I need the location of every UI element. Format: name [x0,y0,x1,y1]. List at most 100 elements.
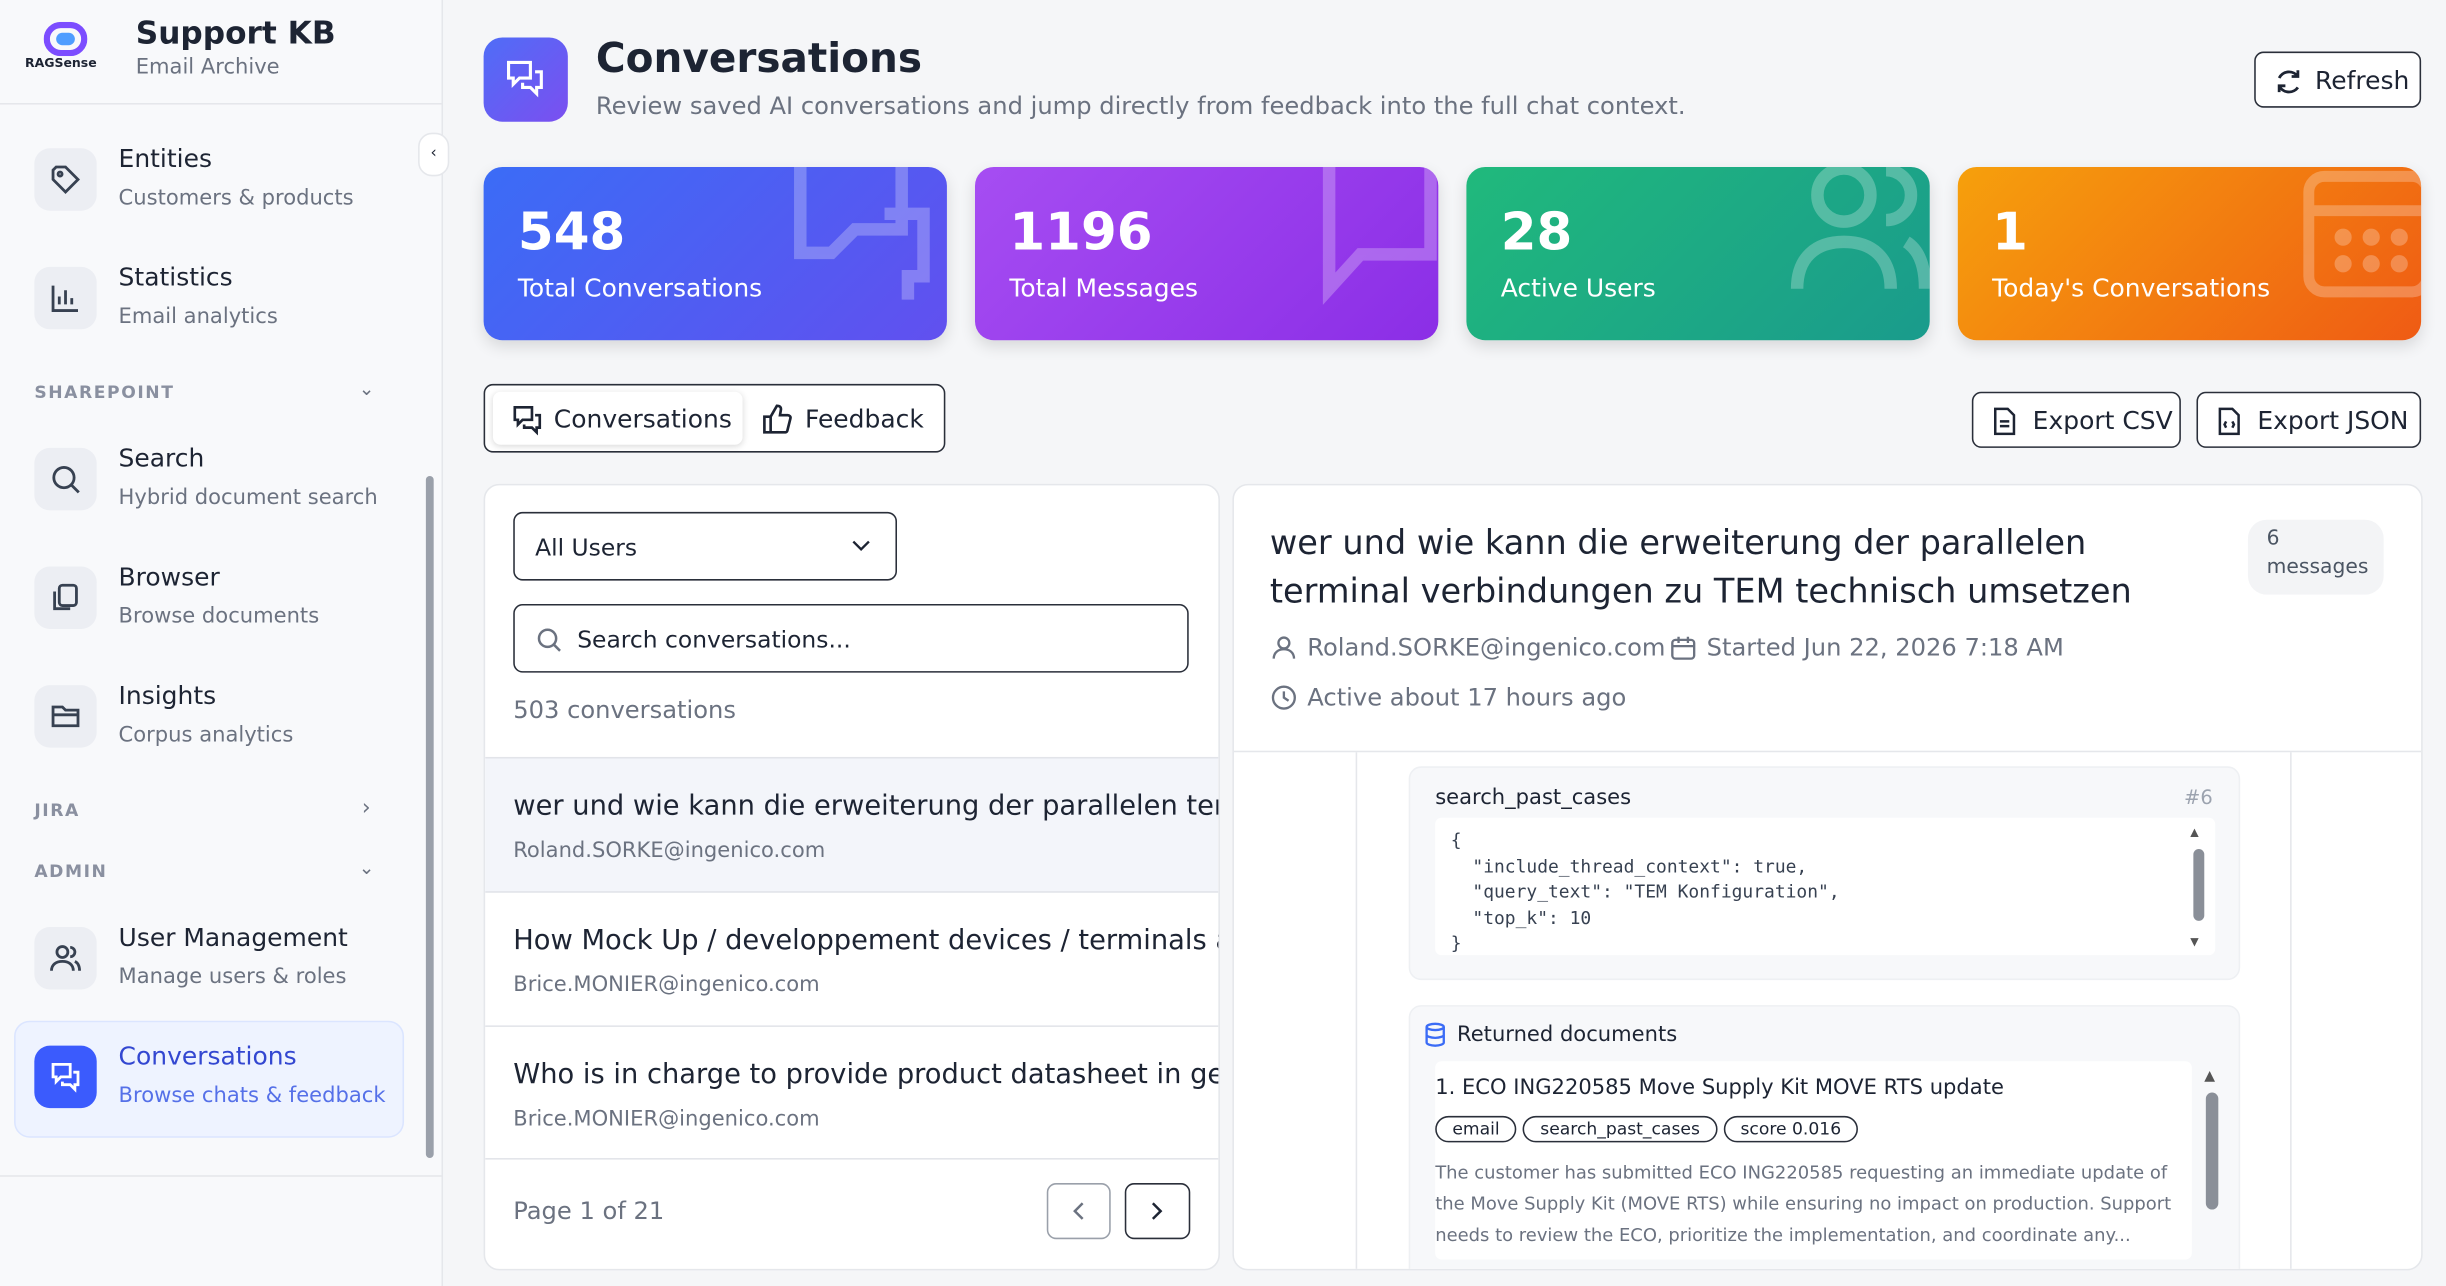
prev-page[interactable] [1046,1183,1111,1240]
scrollbar[interactable] [425,476,434,1159]
brand: RAGSense [24,56,97,71]
nav-icon [34,266,97,330]
user-icon [1272,636,1296,659]
nav-icon [34,1045,97,1109]
stat-value: 548 [517,201,626,263]
export-csv-button[interactable]: Export CSV [1971,391,2181,448]
tag: email [1435,1115,1517,1143]
next-page[interactable] [1124,1183,1191,1240]
refresh-button[interactable]: Refresh [2254,51,2422,108]
nav-label[interactable]: Insights [118,680,217,711]
document-title: 1. ECO ING220585 Move Supply Kit MOVE RT… [1435,1075,2004,1101]
message-count: 6 [2266,527,2280,551]
scroll-down[interactable]: ▼ [2190,934,2199,951]
nav-icon [34,148,97,211]
nav-desc: Manage users & roles [118,964,347,990]
stat-label: Today's Conversations [1992,273,2271,303]
tab-label[interactable]: Conversations [553,404,732,434]
conversation-item[interactable]: Who is in charge to provide product data… [485,1025,1219,1160]
search-input[interactable]: Search conversations... [513,603,1189,673]
button-label: Export JSON [2257,405,2409,436]
conversation-item[interactable]: wer und wie kann die erweiterung der par… [485,756,1219,893]
nav-desc: Hybrid document search [118,485,378,511]
stat-card: 1196 Total Messages [974,166,1439,341]
conversation-list: All Users Search conversations... 503 co… [483,483,1220,1271]
scroll-up[interactable]: ▲ [2204,1069,2216,1085]
scroll-up[interactable]: ▲ [2190,825,2199,842]
conversation-count: 503 conversations [513,696,736,725]
tab-label[interactable]: Feedback [804,404,924,434]
conversation-item[interactable]: How Mock Up / developpement devices / te… [485,891,1219,1027]
nav-label[interactable]: Browser [118,561,220,592]
nav-label[interactable]: Entities [118,143,212,174]
code-block: { "include_thread_context": true, "query… [1435,817,2216,956]
code: { "include_thread_context": true, "query… [1451,827,1840,956]
tab-icon [763,404,792,434]
tab-icon [513,406,542,436]
user-filter[interactable]: All Users [513,511,897,581]
stat-card: 548 Total Conversations [483,166,947,341]
nav-icon [34,685,97,748]
docs-scrollbar[interactable] [2205,1092,2219,1210]
tool-name: search_past_cases [1435,785,1632,811]
nav-desc: Email analytics [118,304,278,330]
returned-documents: Returned documents 1. ECO ING220585 Move… [1408,1005,2241,1269]
code-line: "query_text": "TEM Konfiguration", [1450,880,1840,903]
conversation-detail: wer und wie kann die erweiterung der par… [1232,483,2423,1271]
code-line: "include_thread_context": true, [1450,854,1808,877]
stat-card: 28 Active Users [1466,166,1930,341]
button-label: Refresh [2315,65,2410,96]
nav-desc: Browse chats & feedback [118,1083,386,1109]
chevron: ⌄ [358,856,375,879]
pagination: Page 1 of 21 [513,1197,665,1226]
item-user: Roland.SORKE@ingenico.com [513,838,826,864]
chevron: ⌄ [358,377,375,400]
chevron: › [361,795,371,821]
detail-title: wer und wie kann die erweiterung der par… [1269,524,2132,612]
database-icon [1425,1022,1445,1047]
stat-label: Active Users [1500,273,1656,303]
code-line: { [1450,828,1462,851]
tab-bar: Conversations Feedback [483,383,946,453]
document-text: The customer has submitted ECO ING220585… [1435,1161,2172,1246]
section-title[interactable]: ADMIN [34,861,108,882]
logo [43,21,88,57]
nav-desc: Corpus analytics [118,722,294,748]
code-line: } [1450,931,1462,954]
tag: search_past_cases [1523,1115,1718,1143]
filter-label: All Users [535,533,638,562]
stat-label: Total Conversations [517,273,763,303]
stat-value: 28 [1500,201,1573,263]
nav-label[interactable]: Conversations [118,1040,297,1071]
document-item[interactable]: 1. ECO ING220585 Move Supply Kit MOVE RT… [1435,1061,2192,1260]
header-icon [483,37,568,122]
export-json-button[interactable]: Export JSON [2196,391,2422,448]
clock-icon [1271,685,1296,710]
document-tags: email search_past_cases score 0.016 [1435,1111,1864,1143]
tag: score 0.016 [1723,1115,1859,1143]
nav-icon [34,566,97,629]
collapse-button[interactable]: ‹ [418,132,450,177]
search-placeholder: Search conversations... [577,625,851,654]
section-title[interactable]: SHAREPOINT [34,382,175,403]
stat-value: 1196 [1009,201,1153,263]
detail-active: Active about 17 hours ago [1307,683,1627,712]
code-scrollbar[interactable] [2193,849,2205,921]
stat-card: 1 Today's Conversations [1957,166,2422,341]
button-label: Export CSV [2032,405,2173,436]
nav-label[interactable]: Statistics [118,262,233,292]
nav-label[interactable]: Search [118,443,205,473]
stat-label: Total Messages [1009,273,1198,303]
code-line: "top_k": 10 [1450,905,1592,928]
detail-user: Roland.SORKE@ingenico.com [1307,633,1666,662]
divider [0,103,442,105]
section-title[interactable]: JIRA [34,800,80,821]
nav-label[interactable]: User Management [118,922,348,953]
message-badge: 6 messages [2247,519,2384,595]
nav-icon [34,927,97,990]
sidebar: RAGSense Support KB Email Archive ‹ Enti… [0,0,450,1286]
documents-heading: Returned documents [1457,1022,1678,1048]
app-title: Support KB [135,14,336,52]
tab-active[interactable] [492,391,743,445]
